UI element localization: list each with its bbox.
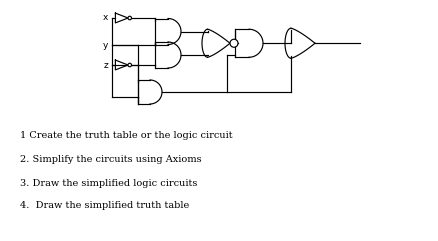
Circle shape [128,16,131,20]
Text: 1 Create the truth table or the logic circuit: 1 Create the truth table or the logic ci… [20,130,232,140]
Text: 2. Simplify the circuits using Axioms: 2. Simplify the circuits using Axioms [20,155,201,165]
Text: 3. Draw the simplified logic circuits: 3. Draw the simplified logic circuits [20,179,197,187]
Text: x: x [102,13,108,22]
Circle shape [230,39,237,47]
Text: z: z [103,60,108,69]
Text: 4.  Draw the simplified truth table: 4. Draw the simplified truth table [20,201,189,210]
Circle shape [128,63,131,67]
Text: y: y [102,40,108,49]
